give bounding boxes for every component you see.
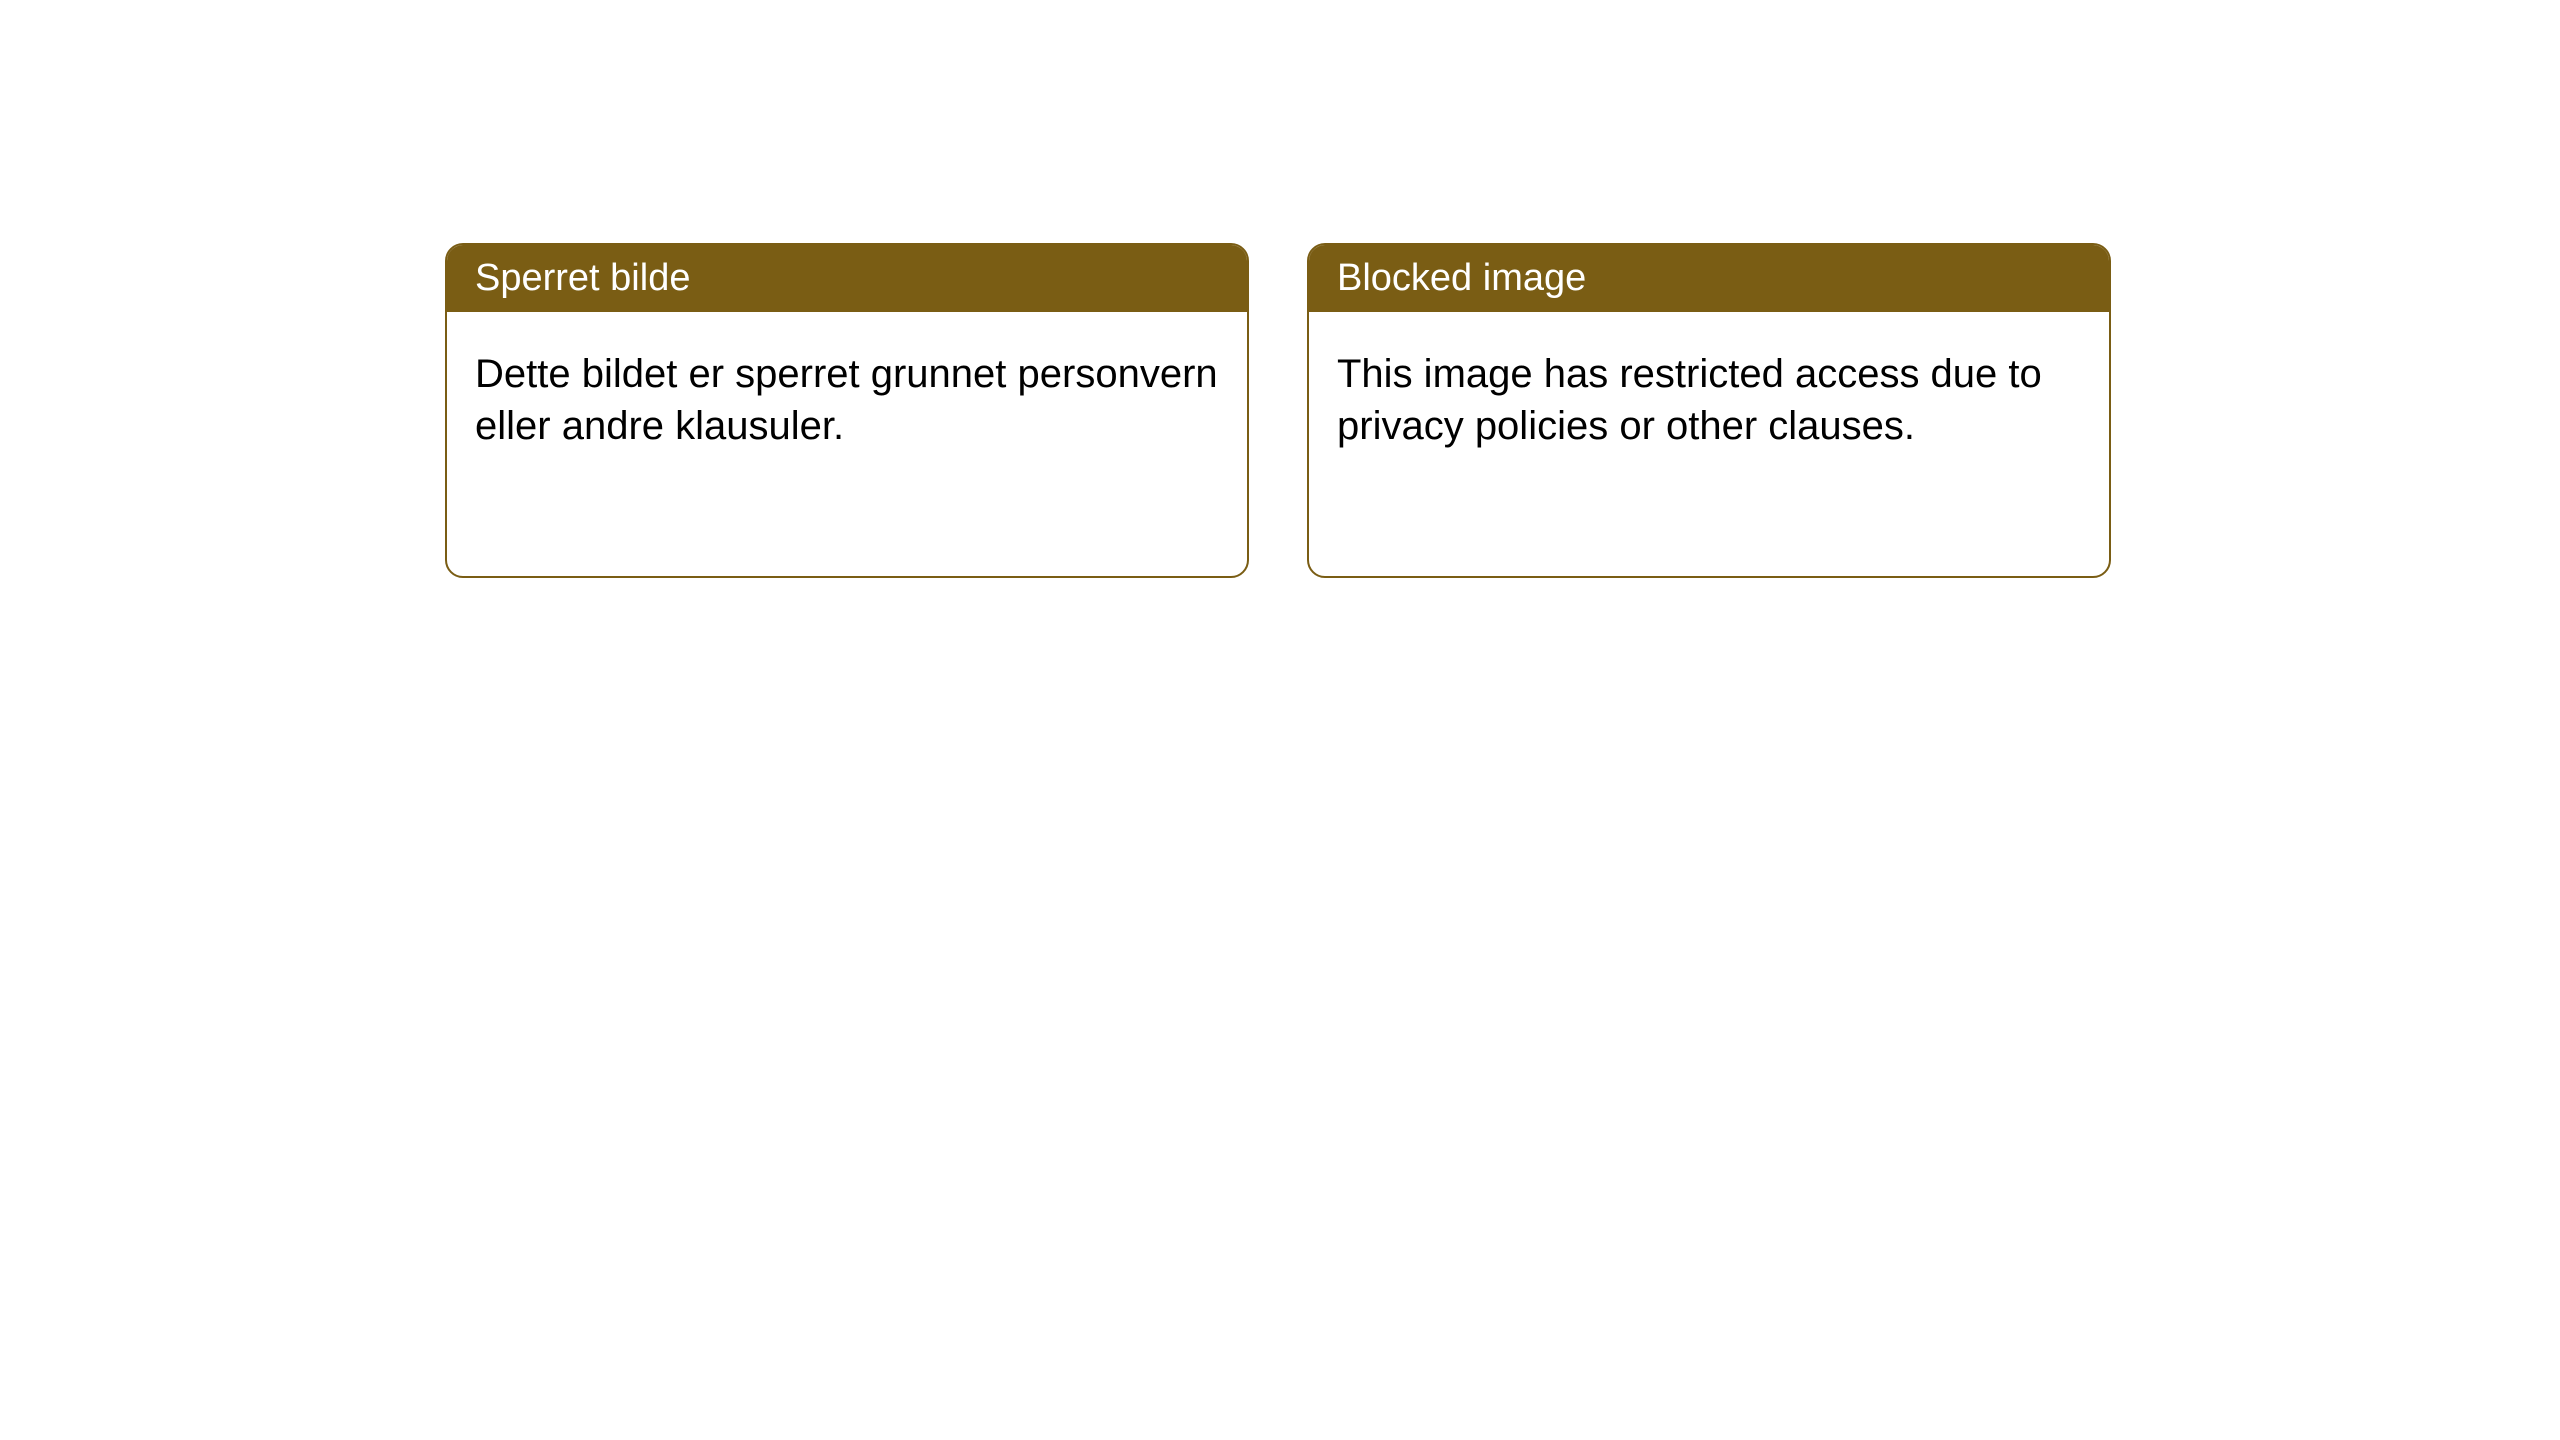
notice-title: Blocked image (1337, 257, 1586, 299)
notice-title: Sperret bilde (475, 257, 690, 299)
notice-card-norwegian: Sperret bilde Dette bildet er sperret gr… (445, 243, 1249, 578)
notice-message: This image has restricted access due to … (1337, 352, 2042, 448)
notice-header: Blocked image (1309, 245, 2109, 312)
notice-container: Sperret bilde Dette bildet er sperret gr… (0, 0, 2560, 578)
notice-card-english: Blocked image This image has restricted … (1307, 243, 2111, 578)
notice-body: Dette bildet er sperret grunnet personve… (447, 312, 1247, 488)
notice-body: This image has restricted access due to … (1309, 312, 2109, 488)
notice-header: Sperret bilde (447, 245, 1247, 312)
notice-message: Dette bildet er sperret grunnet personve… (475, 352, 1218, 448)
